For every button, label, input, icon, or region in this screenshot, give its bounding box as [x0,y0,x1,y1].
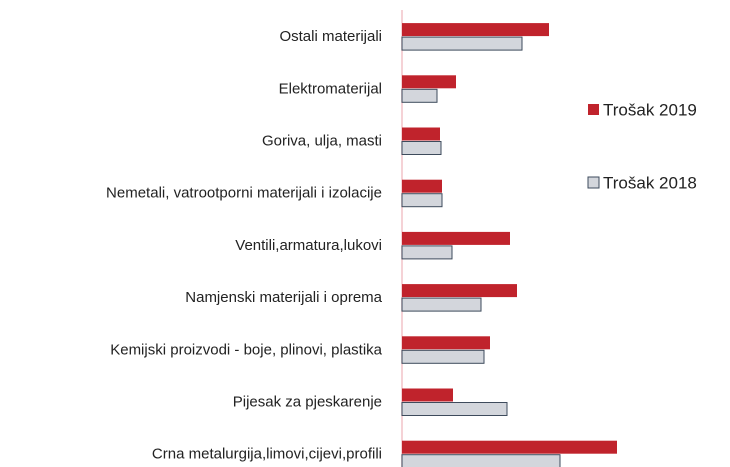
bar [401,193,443,208]
legend-label: Trošak 2018 [603,173,697,192]
category-label: Kemijski proizvodi - boje, plinovi, plas… [110,341,382,358]
bar [402,440,617,454]
bar [401,141,442,155]
category-label: Ostali materijali [279,28,382,45]
bar [402,284,517,298]
bar [402,231,510,245]
bar [402,336,490,350]
bar [401,297,482,312]
category-label: Goriva, ulja, masti [262,132,382,149]
bar [401,349,485,364]
category-label: Crna metalurgija,limovi,cijevi,profili [152,446,382,463]
bar [401,454,561,467]
legend-swatch [588,104,599,115]
bar [402,23,549,37]
bar [401,402,508,416]
category-label: Namjenski materijali i oprema [185,289,382,306]
bar [402,75,456,89]
legend-label: Trošak 2019 [603,100,697,119]
category-label: Nemetali, vatrootporni materijali i izol… [106,185,382,202]
bar [401,88,438,103]
bar [402,179,442,193]
bar [402,127,440,141]
legend-swatch [587,176,600,189]
category-label: Pijesak za pjeskarenje [233,393,382,410]
bar [401,245,453,260]
category-label: Ventili,armatura,lukovi [235,237,382,254]
category-label: Elektromaterijal [279,80,382,97]
bar [402,388,453,402]
bar [401,36,523,51]
